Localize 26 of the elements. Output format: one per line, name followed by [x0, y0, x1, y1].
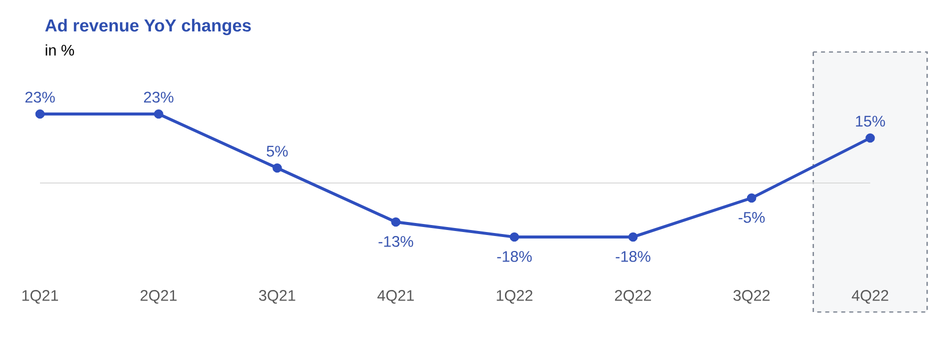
data-label: 23% — [144, 92, 174, 103]
x-tick-label: 2Q22 — [615, 290, 651, 304]
point — [35, 109, 45, 119]
x-tick-label: 3Q22 — [733, 290, 770, 304]
chart-subtitle: in % — [46, 44, 74, 56]
point — [866, 133, 875, 143]
data-label: -18% — [616, 251, 650, 262]
data-label: 5% — [266, 146, 288, 157]
x-tick-label: 4Q22 — [852, 290, 888, 304]
point — [391, 217, 400, 227]
data-label: -13% — [378, 236, 414, 247]
point — [746, 193, 756, 203]
data-label: -18% — [497, 251, 532, 262]
data-label: 23% — [25, 92, 55, 103]
data-label: -5% — [738, 212, 765, 223]
data-label: 15% — [856, 116, 885, 127]
point — [272, 163, 282, 173]
x-tick-label: 1Q22 — [496, 290, 532, 304]
x-tick-label: 1Q21 — [22, 290, 58, 304]
x-tick-label: 2Q21 — [140, 290, 177, 304]
point — [154, 109, 164, 119]
x-tick-label: 4Q21 — [377, 290, 414, 304]
point — [628, 232, 638, 242]
chart-title: Ad revenue YoY changes — [45, 18, 251, 36]
point — [510, 232, 520, 242]
x-tick-label: 3Q21 — [259, 290, 296, 304]
